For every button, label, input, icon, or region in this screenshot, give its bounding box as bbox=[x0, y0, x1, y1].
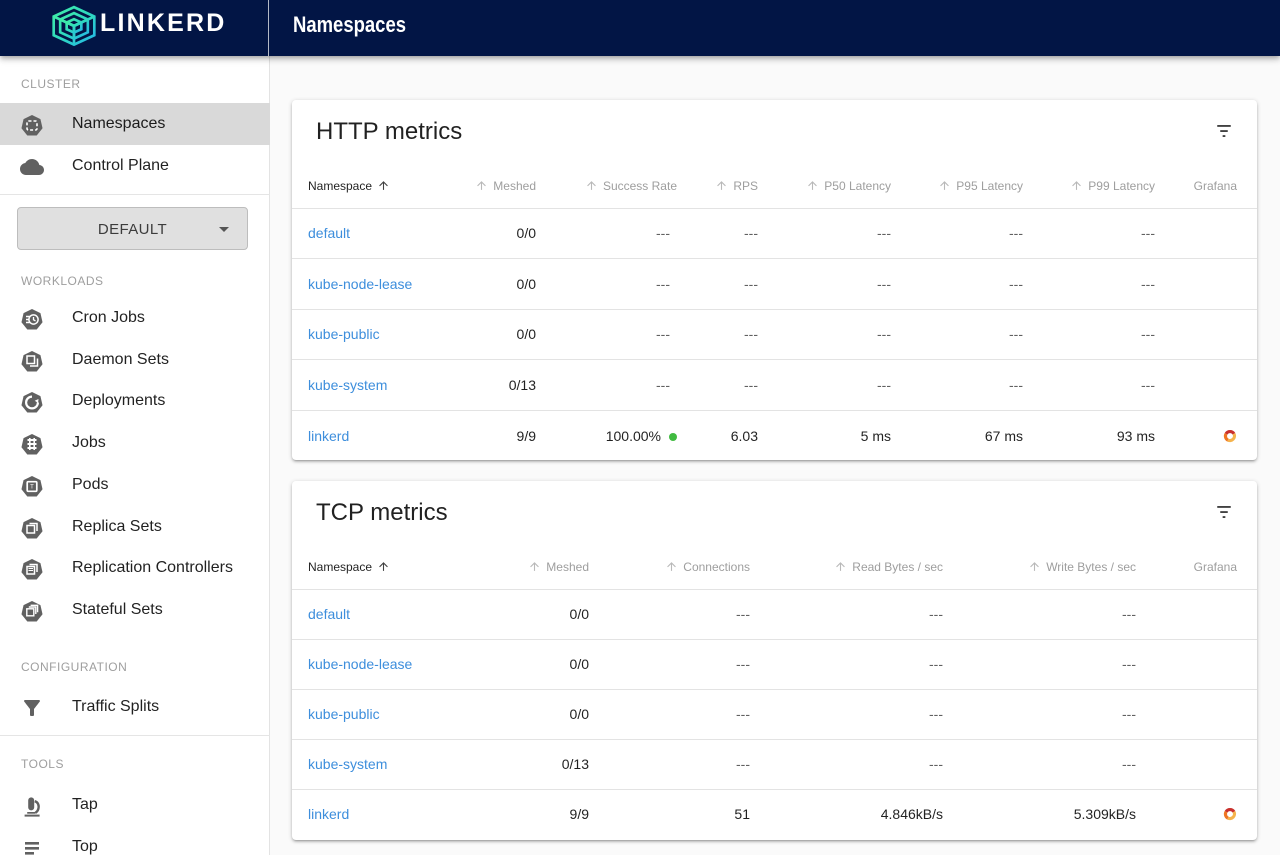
svg-text:T: T bbox=[30, 484, 34, 490]
